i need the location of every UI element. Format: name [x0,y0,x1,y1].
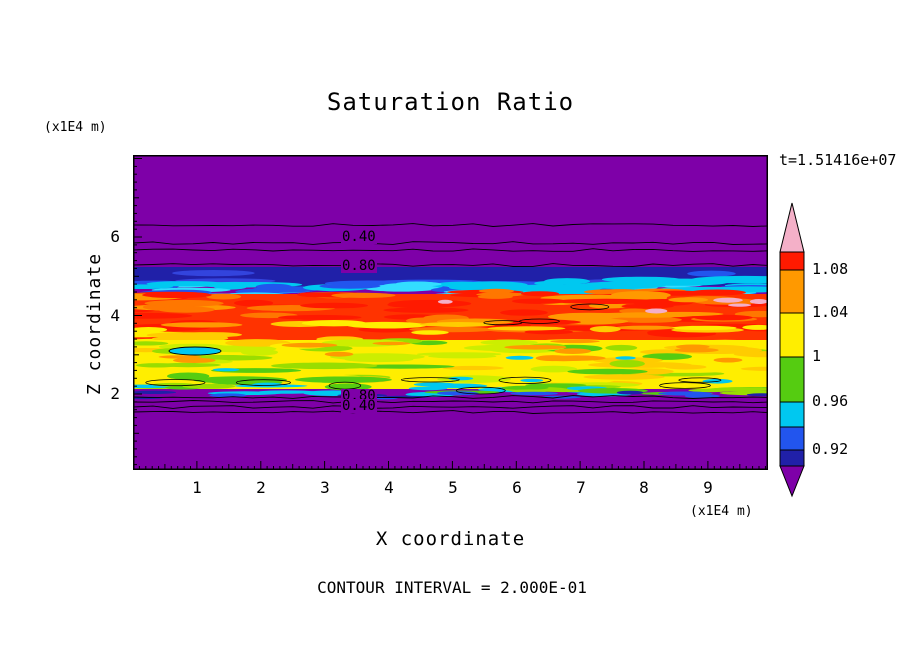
colorbar-tick-label: 1.08 [812,260,849,278]
x-tick-label: 5 [448,478,458,497]
y-tick-label: 4 [110,306,120,325]
x-tick-label: 6 [512,478,522,497]
x-axis-unit-label: (x1E4 m) [690,504,753,519]
x-tick-label: 4 [384,478,394,497]
colorbar-tick-label: 1 [812,347,822,365]
colorbar [779,202,805,498]
y-tick-label: 6 [110,227,120,246]
contour-interval-note: CONTOUR INTERVAL = 2.000E-01 [317,578,587,597]
y-tick-label: 2 [110,384,120,403]
y-axis-unit-label: (x1E4 m) [44,120,107,135]
x-tick-label: 1 [192,478,202,497]
x-tick-label: 7 [576,478,586,497]
x-axis-title: X coordinate [375,528,526,550]
x-tick-label: 2 [256,478,266,497]
x-tick-label: 9 [703,478,713,497]
colorbar-tick-label: 0.92 [812,440,849,458]
colorbar-tick-label: 0.96 [812,392,849,410]
x-tick-label: 8 [639,478,649,497]
contour-label: 0.40 [341,398,377,414]
x-tick-label: 3 [320,478,330,497]
colorbar-tick-label: 1.04 [812,303,849,321]
contour-label: 0.80 [341,258,377,274]
page-title: Saturation Ratio [326,88,575,116]
contour-plot [133,155,768,470]
time-label: t=1.51416e+07 [779,151,897,169]
contour-label: 0.40 [341,229,377,245]
